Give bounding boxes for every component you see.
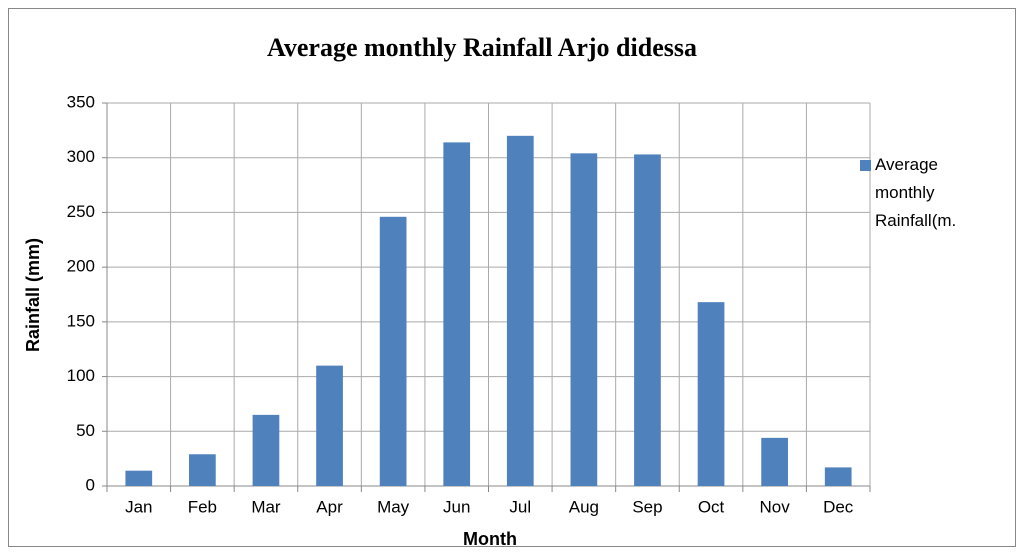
bar (125, 470, 153, 486)
bar (824, 467, 852, 486)
bar (506, 135, 534, 487)
bar (761, 437, 788, 486)
y-tick-label: 50 (76, 421, 95, 440)
x-axis-title: Month (463, 529, 517, 549)
y-tick-label: 150 (67, 311, 95, 330)
bar (189, 454, 216, 486)
y-tick-label: 0 (86, 475, 95, 494)
y-axis-title: Rainfall (mm) (23, 238, 43, 352)
x-tick-label: Jan (125, 497, 152, 516)
legend-label-line: Average (875, 155, 938, 174)
bar (379, 216, 407, 486)
y-tick-label: 200 (67, 257, 95, 276)
bar (443, 142, 471, 486)
x-tick-label: Dec (823, 497, 854, 516)
x-tick-label: Nov (760, 497, 791, 516)
y-tick-label: 300 (67, 147, 95, 166)
x-tick-label: May (377, 497, 410, 516)
y-tick-label: 100 (67, 366, 95, 385)
x-tick-label: Sep (632, 497, 662, 516)
x-tick-label: Oct (698, 497, 725, 516)
legend-label: Average monthly Rainfall(m. (875, 155, 956, 230)
x-tick-label: Jul (509, 497, 531, 516)
chart-title: Average monthly Rainfall Arjo didessa (267, 33, 697, 62)
x-tick-label: Aug (569, 497, 599, 516)
bar (697, 302, 725, 486)
legend-swatch (860, 160, 871, 171)
x-tick-label: Apr (316, 497, 343, 516)
bar (252, 414, 280, 486)
bar (634, 154, 661, 486)
y-tick-label: 250 (67, 202, 95, 221)
bar (316, 365, 343, 486)
x-tick-label: Jun (443, 497, 470, 516)
legend-label-line: Rainfall(m. (875, 211, 956, 230)
bar (570, 153, 598, 486)
y-tick-label: 350 (67, 92, 95, 111)
x-tick-label: Feb (188, 497, 217, 516)
legend-label-line: monthly (875, 183, 935, 202)
x-tick-label: Mar (251, 497, 281, 516)
